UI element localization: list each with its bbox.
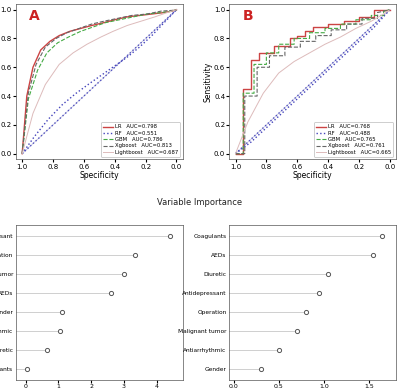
Text: A: A <box>29 9 40 23</box>
Text: B: B <box>243 9 253 23</box>
Legend: LR   AUC=0.798, RF   AUC=0.551, GBM   AUC=0.786, Xgboost   AUC=0.813, Lightboost: LR AUC=0.798, RF AUC=0.551, GBM AUC=0.78… <box>101 122 180 157</box>
X-axis label: Specificity: Specificity <box>80 171 119 180</box>
X-axis label: Specificity: Specificity <box>293 171 332 180</box>
Text: Variable Importance: Variable Importance <box>158 198 242 207</box>
Legend: LR   AUC=0.768, RF   AUC=0.488, GBM   AUC=0.765, Xgboost   AUC=0.761, Lightboost: LR AUC=0.768, RF AUC=0.488, GBM AUC=0.76… <box>314 122 393 157</box>
Y-axis label: Sensitivity: Sensitivity <box>204 62 212 102</box>
